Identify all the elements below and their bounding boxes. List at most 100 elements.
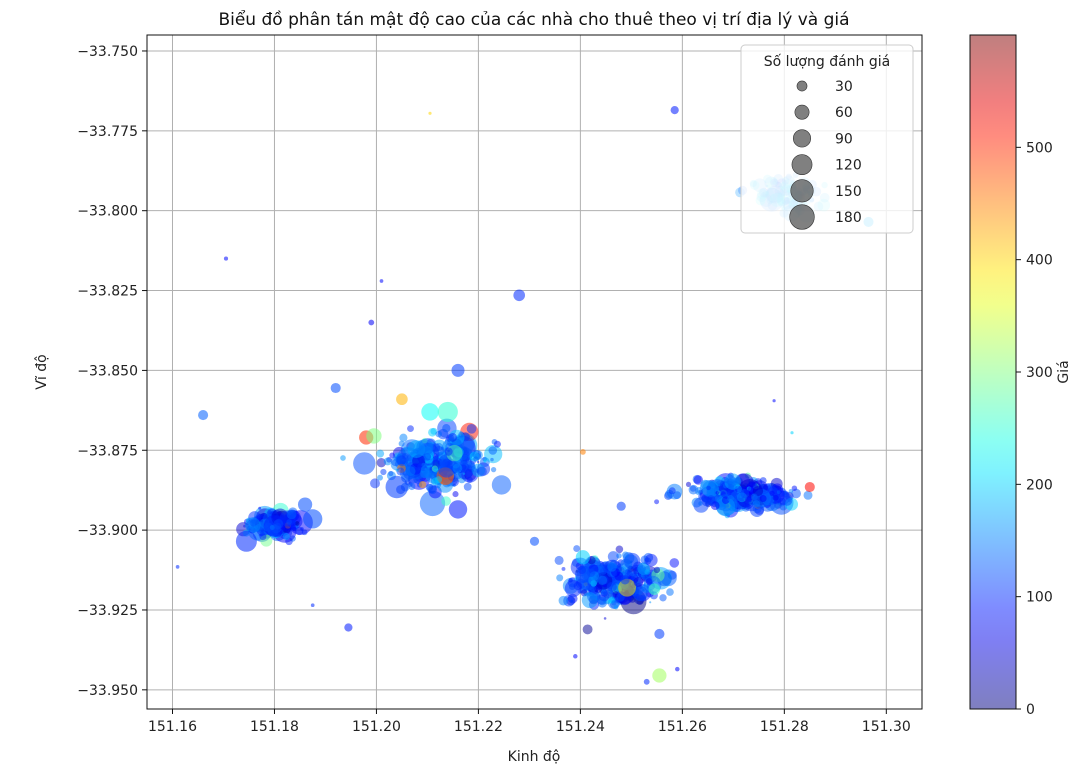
data-point: [428, 111, 432, 115]
data-point: [752, 500, 761, 508]
data-point: [725, 503, 729, 508]
data-point: [476, 460, 480, 464]
x-tick-label: 151.16: [148, 719, 197, 735]
data-point: [269, 524, 275, 531]
y-tick-label: −33.950: [77, 683, 138, 699]
data-point: [433, 467, 438, 472]
data-point: [791, 488, 801, 499]
axis-ticks: 151.16 151.18 151.20 151.22 151.24 151.26 151.…: [77, 44, 911, 735]
data-point: [759, 477, 767, 485]
data-point: [448, 432, 458, 442]
data-point: [198, 410, 209, 421]
data-point: [435, 476, 443, 484]
data-point: [491, 475, 512, 495]
data-point: [653, 566, 661, 574]
data-point: [633, 576, 644, 587]
data-point: [383, 457, 392, 466]
data-point: [740, 488, 750, 499]
data-point: [748, 480, 756, 488]
colorbar-tick-label: 400: [1026, 253, 1053, 269]
data-point: [630, 571, 635, 577]
data-point: [597, 575, 608, 585]
x-tick-label: 151.22: [454, 719, 503, 735]
data-point: [558, 595, 569, 606]
data-point: [644, 569, 651, 575]
data-point: [759, 494, 767, 503]
data-point: [607, 551, 619, 563]
data-point: [466, 476, 473, 483]
data-point: [693, 475, 704, 485]
chart-title: Biểu đồ phân tán mật độ cao của các nhà …: [218, 9, 849, 30]
data-point: [421, 403, 439, 421]
data-point: [399, 433, 408, 442]
data-point: [476, 466, 487, 477]
data-point: [607, 561, 617, 572]
data-point: [223, 256, 229, 261]
data-point: [706, 485, 711, 491]
data-point: [286, 519, 292, 525]
y-tick-label: −33.800: [77, 204, 138, 220]
data-point: [467, 462, 476, 471]
data-point: [586, 568, 596, 578]
data-point: [303, 509, 323, 529]
data-point: [452, 491, 459, 498]
data-point: [366, 428, 382, 444]
data-point: [579, 448, 586, 455]
data-point: [673, 491, 682, 500]
data-point: [790, 431, 794, 435]
data-point: [273, 519, 284, 529]
legend-marker: [796, 80, 808, 92]
legend-label: 60: [835, 105, 853, 121]
data-point: [669, 558, 680, 568]
x-tick-label: 151.30: [862, 719, 911, 735]
grid: [147, 35, 922, 709]
data-point: [616, 501, 626, 511]
data-point: [582, 624, 593, 635]
colorbar-label: Giá: [1056, 360, 1072, 383]
data-point: [405, 466, 416, 476]
data-point: [611, 600, 617, 606]
data-point: [244, 517, 261, 533]
data-point: [344, 623, 353, 632]
data-point: [599, 567, 607, 575]
data-point: [715, 490, 720, 495]
data-point: [435, 430, 442, 438]
data-point: [772, 494, 779, 501]
data-point: [437, 401, 458, 422]
data-point: [423, 469, 433, 479]
y-axis-label: Vĩ độ: [34, 354, 50, 389]
data-point: [724, 473, 741, 490]
data-point: [379, 279, 384, 283]
data-point: [772, 399, 776, 403]
data-point: [260, 512, 268, 520]
data-point: [782, 495, 793, 506]
data-point: [396, 393, 408, 406]
colorbar-tick-label: 200: [1026, 477, 1053, 493]
data-point: [421, 462, 426, 468]
y-tick-label: −33.850: [77, 363, 138, 379]
data-point: [408, 482, 416, 491]
data-point: [417, 463, 423, 469]
data-point: [385, 475, 409, 499]
data-point: [463, 482, 472, 491]
x-tick-label: 151.24: [556, 719, 605, 735]
x-tick-label: 151.28: [760, 719, 809, 735]
data-point: [377, 474, 383, 481]
y-tick-label: −33.875: [77, 443, 138, 459]
data-point: [644, 553, 658, 567]
plot-frame: [146, 34, 923, 710]
data-point: [465, 469, 473, 478]
data-point: [462, 472, 466, 475]
legend-marker: [790, 179, 814, 203]
data-point: [438, 460, 455, 478]
data-point: [634, 593, 640, 599]
data-point: [593, 584, 603, 593]
data-point: [791, 485, 798, 491]
data-point: [639, 594, 647, 601]
data-point: [175, 565, 180, 569]
colorbar-gradient: [969, 34, 1017, 710]
data-point: [376, 458, 386, 468]
data-point: [416, 439, 434, 457]
data-point: [427, 485, 438, 495]
